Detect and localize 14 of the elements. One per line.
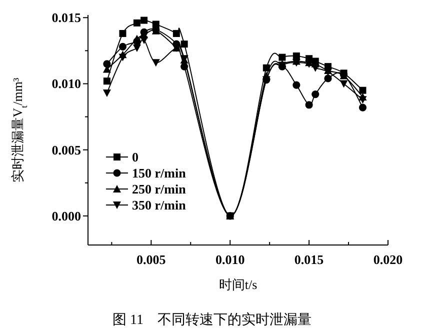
caption: 图 11 不同转速下的实时泄漏量 (112, 312, 312, 328)
legend-label: 0 (132, 150, 138, 164)
y-tick-label: 0.005 (52, 142, 82, 158)
x-tick-label: 0.010 (215, 252, 245, 267)
y-tick-label: 0.010 (52, 76, 81, 92)
x-tick-label: 0.005 (136, 252, 166, 267)
legend-label: 250 r/min (132, 182, 187, 196)
x-tick-label: 0.020 (373, 252, 403, 267)
y-tick-label: 0.015 (52, 10, 82, 26)
x-tick-label: 0.015 (294, 252, 324, 267)
y-tick-label: 0.000 (52, 208, 81, 224)
legend-label: 350 r/min (132, 198, 187, 212)
x-axis-title: 时间t/s (218, 277, 258, 292)
legend-label: 150 r/min (132, 166, 187, 180)
